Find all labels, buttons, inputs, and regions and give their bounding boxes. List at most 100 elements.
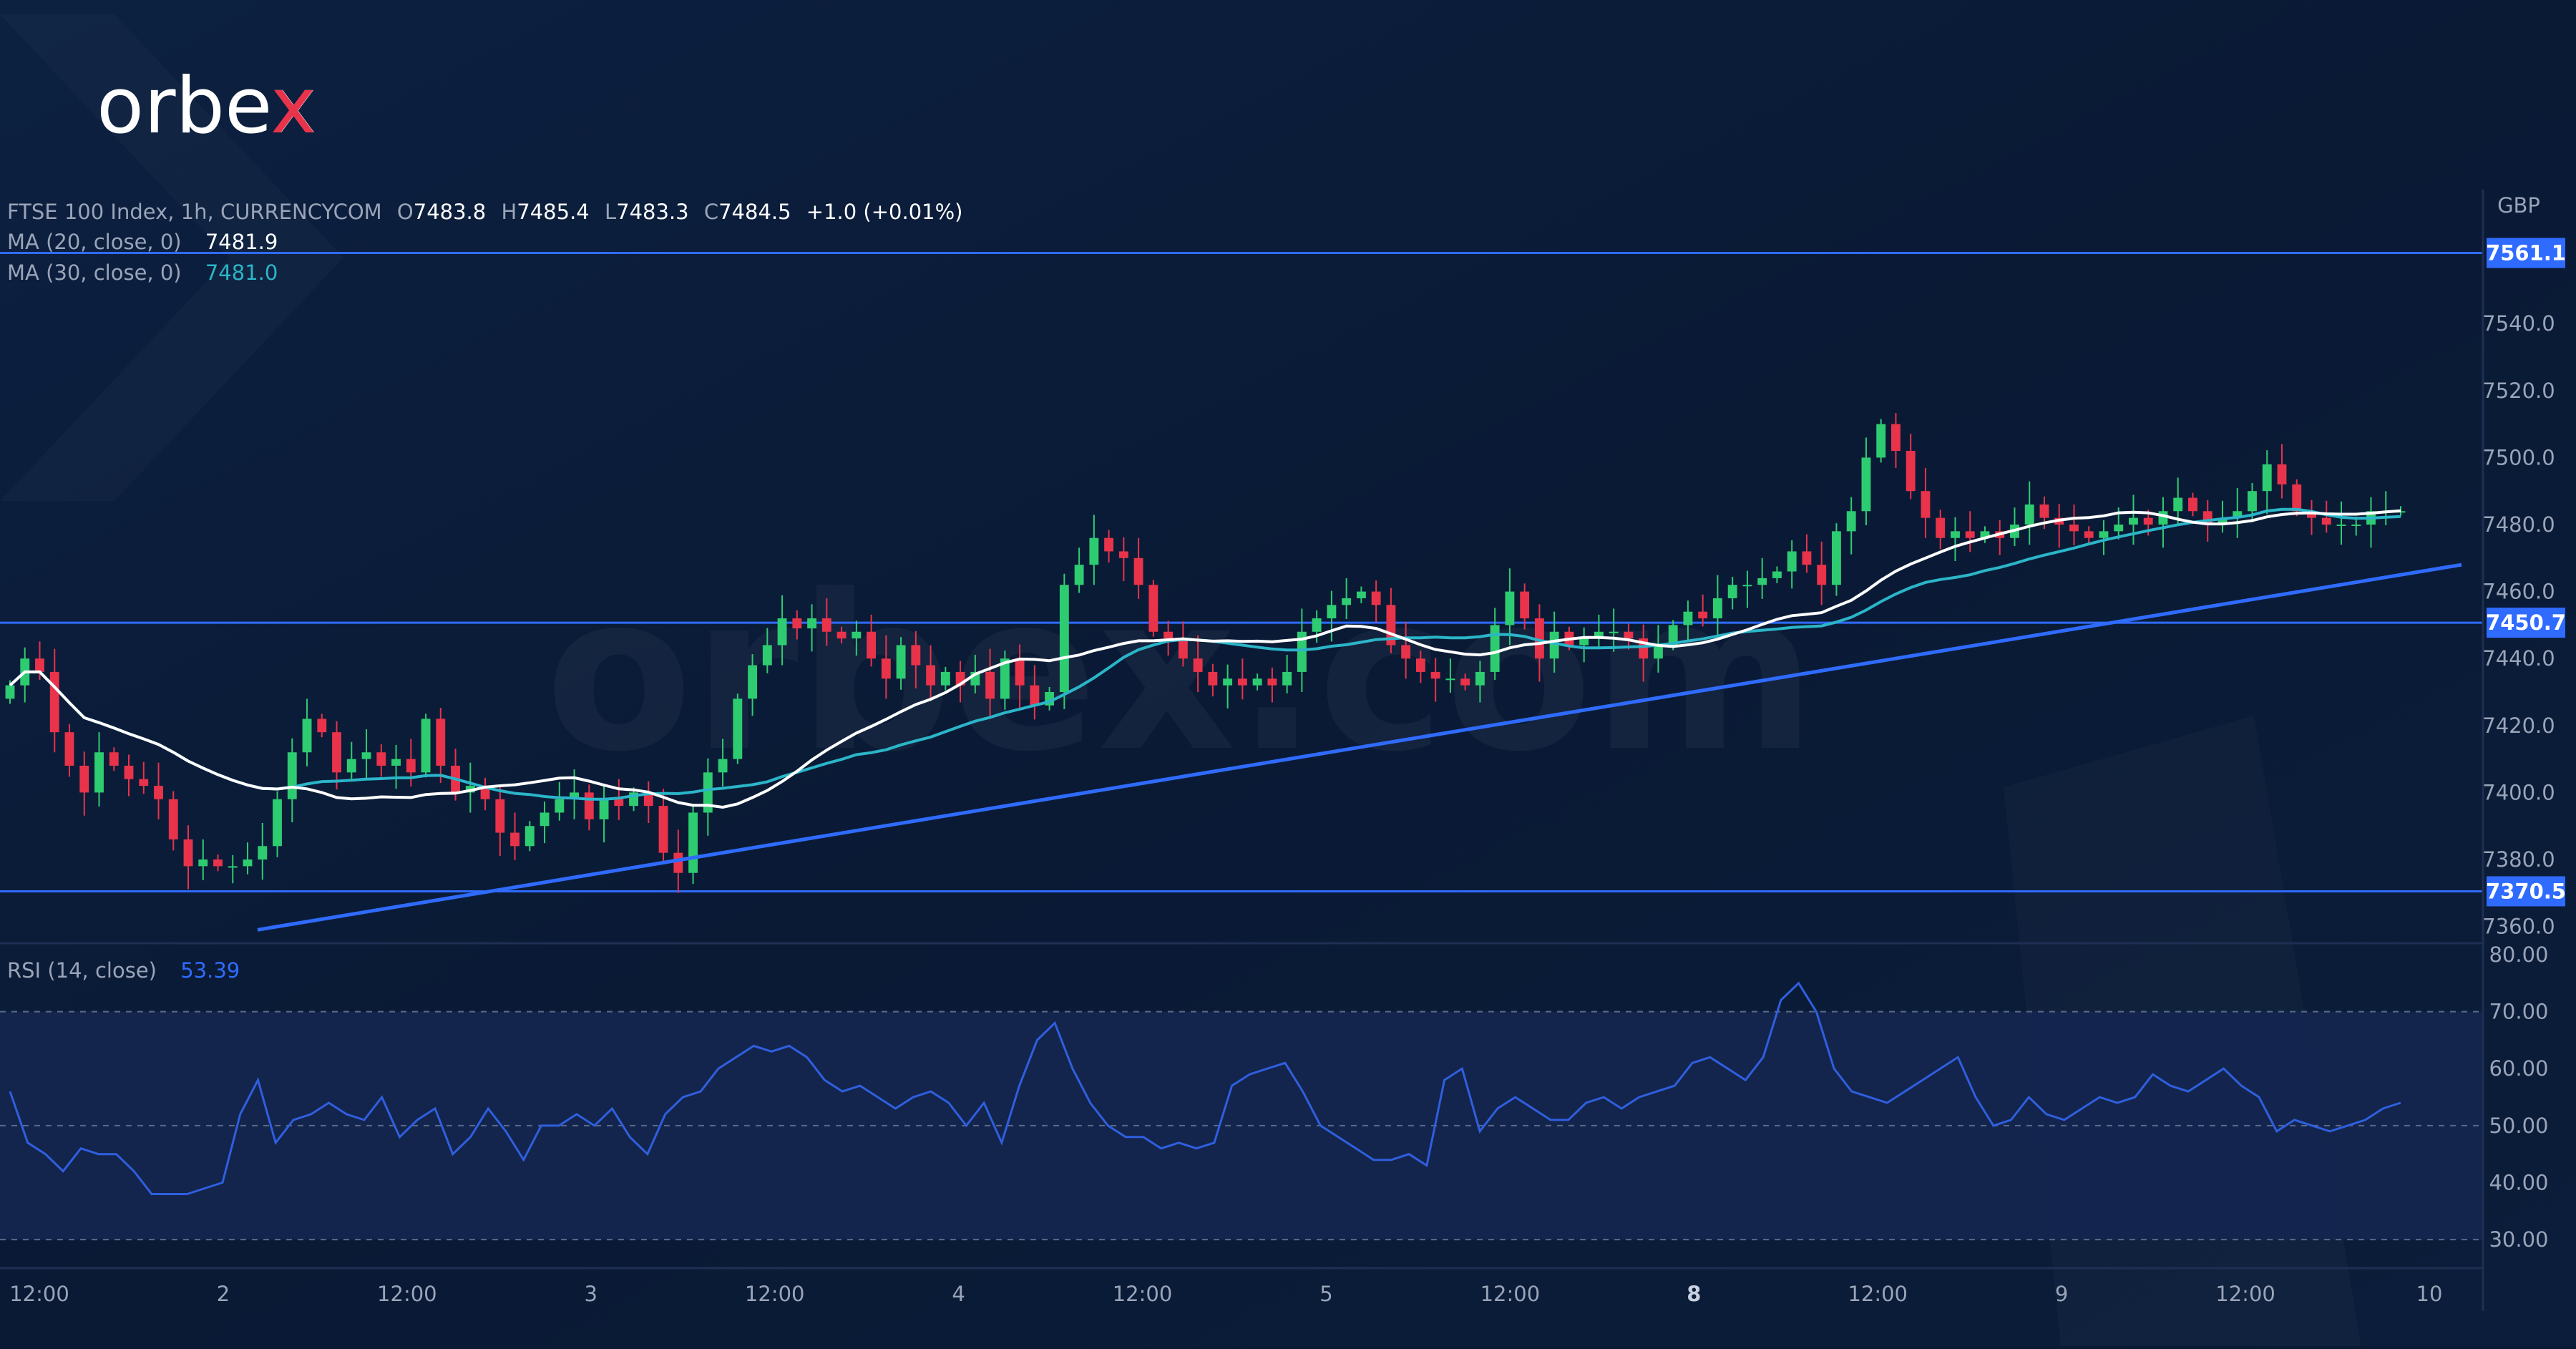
time-tick-label: 12:00 <box>745 1282 805 1306</box>
candle-body <box>1282 671 1292 686</box>
candle-body <box>1133 557 1143 585</box>
candle-body <box>2143 517 2153 525</box>
price-tick-label: 7540.0 <box>2482 311 2555 336</box>
candle-body <box>1757 578 1767 585</box>
legend-ma30-value: 7481.0 <box>205 260 278 285</box>
candle-body <box>49 671 59 733</box>
candle-body <box>1787 551 1797 572</box>
level-label-text: 7370.5 <box>2486 879 2566 903</box>
ma20-line <box>9 509 2401 809</box>
rsi-tick-label: 60.00 <box>2489 1056 2548 1081</box>
rsi-tick-label: 50.00 <box>2489 1114 2548 1138</box>
candle-body <box>985 671 995 699</box>
candle-body <box>273 799 282 847</box>
time-tick-label: 5 <box>1319 1282 1332 1306</box>
candle-body <box>792 618 802 629</box>
candle-body <box>1193 658 1203 672</box>
candle-body <box>658 806 668 853</box>
candle-body <box>1579 638 1589 646</box>
rsi-tick-label: 70.00 <box>2489 1000 2548 1024</box>
candle-body <box>1312 618 1322 632</box>
candle-body <box>1534 618 1544 659</box>
candle-body <box>1609 631 1619 633</box>
candle-body <box>287 752 297 799</box>
candle-body <box>361 752 371 759</box>
candle-body <box>168 799 178 839</box>
candle-body <box>1445 678 1455 681</box>
legend-ma30: MA (30, close, 0) 7481.0 <box>7 260 278 285</box>
candle-body <box>510 832 519 847</box>
candle-body <box>436 719 446 766</box>
candle-body <box>228 866 238 868</box>
candle-body <box>317 719 327 733</box>
candle-body <box>1178 638 1188 659</box>
currency-label: GBP <box>2497 193 2540 218</box>
candle-body <box>2277 464 2287 484</box>
candle-body <box>258 846 268 859</box>
candle-body <box>1237 678 1247 686</box>
candle-body <box>643 792 653 807</box>
rsi-legend: RSI (14, close) 53.39 <box>7 958 240 983</box>
rsi-tick-label: 30.00 <box>2489 1227 2548 1252</box>
candle-body <box>376 752 386 766</box>
candle-body <box>1148 585 1158 632</box>
candle-body <box>1297 631 1307 672</box>
candle-body <box>1252 678 1262 686</box>
candle-body <box>2307 511 2316 518</box>
candle-body <box>688 812 698 873</box>
candle-body <box>1430 671 1440 679</box>
candle-body <box>2084 531 2094 538</box>
candle-body <box>1906 451 1916 492</box>
legend-l-value: 7483.3 <box>616 200 688 224</box>
legend-c-value: 7484.5 <box>718 200 791 224</box>
candle-body <box>1802 551 1812 565</box>
candle-body <box>1817 565 1827 585</box>
candle-body <box>94 752 104 793</box>
candle-body <box>1118 551 1128 558</box>
candle-body <box>1742 585 1752 587</box>
candle-body <box>1460 678 1470 686</box>
rsi-tick-label: 80.00 <box>2489 943 2548 967</box>
candle-body <box>1921 491 1931 518</box>
candle-body <box>1475 671 1485 686</box>
candle-body <box>2351 525 2361 526</box>
rsi-axis[interactable]: 30.00 40.00 50.00 60.00 70.00 80.00 <box>2489 943 2548 1252</box>
candle-body <box>2248 491 2257 512</box>
candle-body <box>1505 591 1515 625</box>
candle-body <box>198 859 208 867</box>
candle-body <box>1861 457 1871 512</box>
time-axis[interactable]: 12:00 2 12:00 3 12:00 4 12:00 5 12:00 8 12:00 9 12:0… <box>9 1282 2442 1306</box>
candle-body <box>673 852 683 873</box>
candle-body <box>525 826 535 847</box>
candle-body <box>911 645 921 666</box>
candle-body <box>1223 678 1233 686</box>
candle-body <box>881 658 891 679</box>
candle-body <box>807 618 817 629</box>
candle-body <box>1415 658 1425 672</box>
candle-body <box>733 698 743 759</box>
candle-body <box>1267 678 1277 686</box>
candle-body <box>1772 571 1782 578</box>
candle-body <box>1712 598 1722 619</box>
candle-body <box>821 618 831 632</box>
candle-body <box>346 759 356 773</box>
time-tick-label: 12:00 <box>377 1282 437 1306</box>
candle-body <box>1163 631 1174 639</box>
trendline-layer <box>257 563 2462 932</box>
candle-body <box>2024 504 2034 525</box>
candle-body <box>1727 585 1737 598</box>
candle-body <box>1401 645 1411 659</box>
rsi-value: 53.39 <box>180 958 240 983</box>
time-tick-label: 12:00 <box>1113 1282 1173 1306</box>
price-axis[interactable]: 7360.0 7380.0 7400.0 7420.0 7440.0 7460.0 7480… <box>2482 311 2555 938</box>
legend-ma20: MA (20, close, 0) 7481.9 <box>7 230 278 254</box>
candle-body <box>570 792 579 799</box>
candle-body <box>940 671 950 686</box>
price-tick-label: 7440.0 <box>2482 646 2555 671</box>
candle-body <box>2188 497 2197 512</box>
price-tick-label: 7460.0 <box>2482 580 2555 604</box>
price-tick-label: 7400.0 <box>2482 780 2555 804</box>
moving-averages <box>9 507 2401 809</box>
